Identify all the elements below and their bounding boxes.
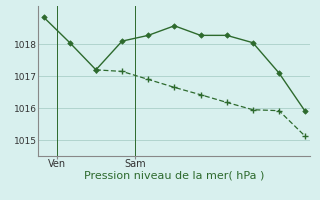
X-axis label: Pression niveau de la mer( hPa ): Pression niveau de la mer( hPa ) [84, 170, 265, 180]
